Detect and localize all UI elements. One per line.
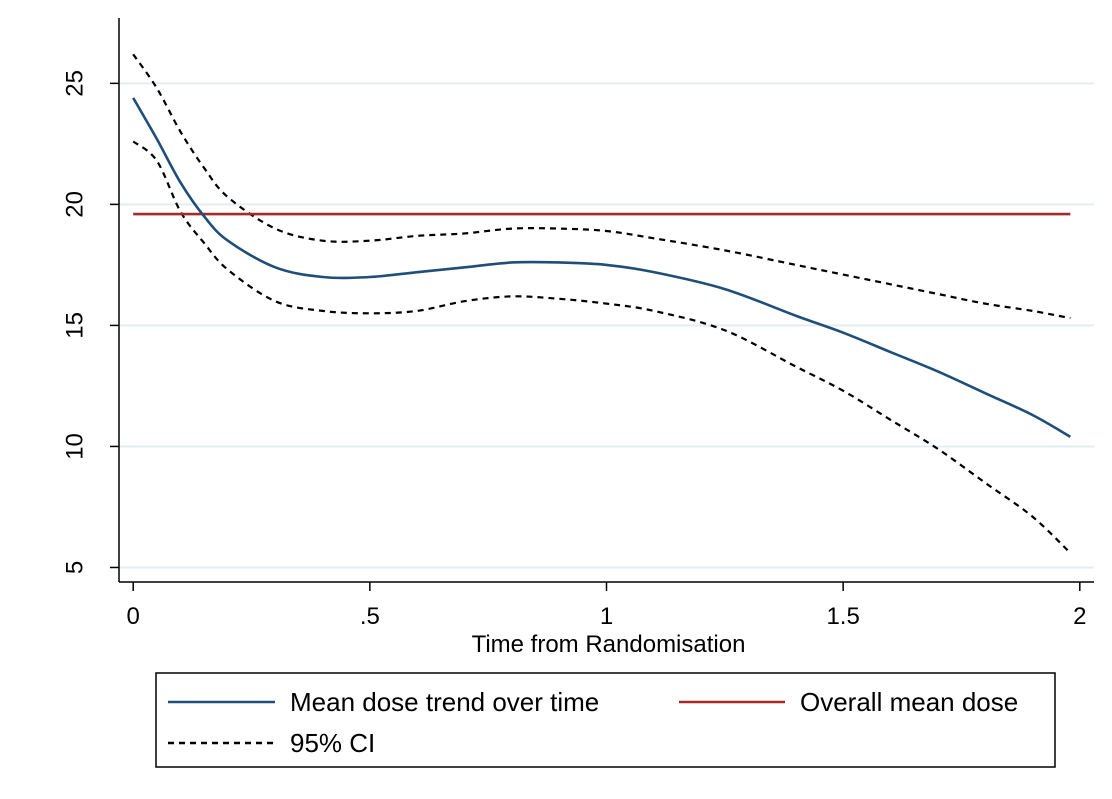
y-tick-label: 5 (62, 561, 89, 574)
x-tick-label: 2 (1073, 603, 1086, 630)
x-tick-label: 1 (600, 603, 613, 630)
y-tick-label: 25 (62, 70, 89, 97)
series-line-ci-lower (133, 141, 1070, 553)
x-tick-label: .5 (360, 603, 380, 630)
legend-label: Mean dose trend over time (290, 687, 599, 717)
x-tick-label: 0 (127, 603, 140, 630)
x-tick-label: 1.5 (826, 603, 859, 630)
plot-series (133, 54, 1070, 553)
grid (119, 83, 1094, 567)
legend: Mean dose trend over time Overall mean do… (156, 673, 1055, 767)
x-axis-title: Time from Randomisation (472, 631, 746, 658)
y-tick-label: 20 (62, 191, 89, 218)
legend-label: 95% CI (290, 728, 375, 758)
legend-label: Overall mean dose (800, 687, 1018, 717)
y-tick-label: 15 (62, 312, 89, 339)
axes: 5 10 15 20 25 0 .5 1 1.5 2 Time from Randomisation (62, 18, 1095, 658)
y-tick-label: 10 (62, 433, 89, 460)
series-line-ci-upper (133, 54, 1070, 318)
series-line-mean-dose-trend (133, 98, 1070, 437)
